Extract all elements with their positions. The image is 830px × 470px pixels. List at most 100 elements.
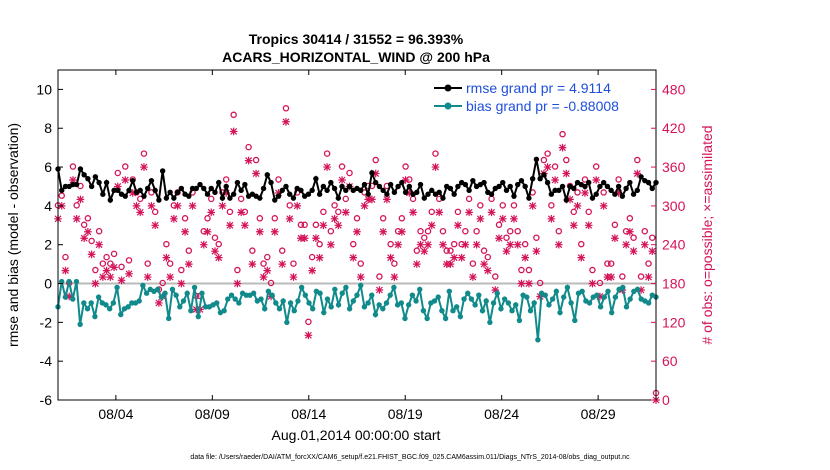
obs-possible-point bbox=[525, 266, 533, 274]
rmse-point bbox=[634, 187, 641, 194]
rmse-point bbox=[604, 183, 611, 190]
bias-point bbox=[243, 292, 249, 298]
rmse-point bbox=[81, 172, 87, 178]
obs-possible-point bbox=[323, 150, 331, 157]
obs-possible-point bbox=[245, 143, 252, 151]
x-tick-label: 08/09 bbox=[195, 406, 230, 422]
obs-possible-point bbox=[581, 176, 589, 183]
chart-title-line2: ACARS_HORIZONTAL_WIND @ 200 hPa bbox=[222, 49, 490, 65]
bias-point bbox=[321, 309, 327, 316]
rmse-point bbox=[62, 183, 69, 190]
rmse-point bbox=[425, 191, 431, 197]
obs-possible-point bbox=[585, 208, 592, 216]
obs-possible-point bbox=[559, 130, 566, 138]
bias-point bbox=[250, 290, 257, 296]
obs-assimilated-point bbox=[536, 292, 544, 301]
obs-possible-point bbox=[114, 169, 122, 177]
bias-point bbox=[513, 302, 519, 308]
rmse-point bbox=[320, 183, 327, 190]
bias-point bbox=[609, 309, 615, 316]
rmse-point bbox=[376, 183, 383, 190]
rmse-point bbox=[593, 191, 599, 197]
obs-possible-point bbox=[282, 105, 290, 112]
obs-assimilated-point bbox=[327, 240, 335, 249]
obs-possible-point bbox=[107, 260, 114, 267]
obs-assimilated-point bbox=[495, 234, 503, 243]
rmse-point bbox=[77, 166, 84, 172]
bias-point bbox=[627, 296, 633, 302]
obs-assimilated-point bbox=[162, 253, 171, 262]
obs-possible-point bbox=[634, 156, 641, 164]
rmse-point bbox=[287, 191, 293, 197]
obs-possible-point bbox=[350, 240, 357, 248]
obs-assimilated-point bbox=[91, 279, 100, 288]
bias-point bbox=[424, 315, 430, 322]
obs-assimilated-point bbox=[405, 189, 414, 197]
obs-possible-point bbox=[462, 227, 469, 235]
obs-possible-point bbox=[181, 215, 189, 222]
obs-assimilated-point bbox=[256, 227, 264, 236]
rmse-point bbox=[96, 179, 102, 186]
obs-possible-point bbox=[469, 260, 477, 267]
obs-assimilated-point bbox=[259, 273, 268, 281]
rmse-point bbox=[137, 187, 143, 194]
rmse-point bbox=[193, 185, 199, 192]
obs-possible-point bbox=[630, 234, 637, 241]
rmse-point bbox=[537, 176, 543, 182]
rmse-point bbox=[313, 176, 319, 182]
bias-point bbox=[295, 298, 301, 304]
obs-assimilated-point bbox=[596, 292, 604, 301]
obs-assimilated-point bbox=[547, 215, 556, 223]
rmse-point bbox=[290, 195, 297, 201]
bias-point bbox=[118, 311, 124, 318]
obs-assimilated-point bbox=[341, 208, 350, 217]
obs-possible-point bbox=[335, 208, 342, 216]
obs-assimilated-point bbox=[136, 208, 145, 217]
obs-assimilated-point bbox=[401, 176, 410, 184]
y-right-tick-label: 120 bbox=[662, 314, 686, 330]
obs-assimilated-point bbox=[203, 227, 212, 236]
rmse-point bbox=[507, 183, 513, 190]
bias-point bbox=[501, 296, 508, 302]
obs-possible-point bbox=[645, 260, 652, 267]
obs-markers bbox=[54, 105, 660, 404]
bias-point bbox=[623, 304, 630, 310]
bias-point bbox=[339, 290, 345, 296]
obs-assimilated-point bbox=[114, 182, 122, 191]
rmse-point bbox=[305, 191, 312, 197]
bias-point bbox=[236, 300, 242, 306]
bias-point bbox=[435, 294, 441, 300]
obs-possible-point bbox=[398, 215, 406, 222]
obs-possible-point bbox=[207, 195, 215, 203]
obs-assimilated-point bbox=[532, 247, 541, 255]
legend-bias-marker bbox=[444, 102, 452, 110]
bias-point bbox=[84, 306, 91, 312]
bias-point bbox=[136, 298, 142, 304]
obs-possible-point bbox=[256, 215, 264, 222]
bias-point bbox=[417, 286, 423, 293]
obs-possible-point bbox=[222, 176, 230, 183]
obs-assimilated-point bbox=[289, 273, 298, 281]
obs-possible-point bbox=[88, 237, 95, 245]
bias-point bbox=[228, 292, 235, 298]
obs-assimilated-point bbox=[424, 240, 432, 249]
bias-point bbox=[180, 298, 187, 304]
obs-possible-point bbox=[443, 247, 450, 254]
obs-assimilated-point bbox=[80, 234, 88, 243]
rmse-point bbox=[597, 183, 603, 190]
obs-assimilated-point bbox=[188, 202, 197, 210]
bias-point bbox=[143, 290, 150, 296]
obs-possible-point bbox=[312, 221, 320, 229]
bias-point bbox=[405, 302, 412, 308]
rmse-point bbox=[608, 187, 614, 194]
bias-point bbox=[258, 296, 264, 302]
rmse-point bbox=[216, 179, 222, 186]
obs-possible-point bbox=[260, 260, 267, 267]
rmse-point bbox=[111, 187, 117, 194]
bias-point bbox=[398, 300, 404, 306]
obs-possible-point bbox=[297, 221, 305, 229]
obs-assimilated-point bbox=[375, 286, 384, 294]
y-left-tick-label: -6 bbox=[40, 392, 53, 408]
rmse-point bbox=[541, 172, 547, 178]
bias-point bbox=[572, 317, 578, 324]
